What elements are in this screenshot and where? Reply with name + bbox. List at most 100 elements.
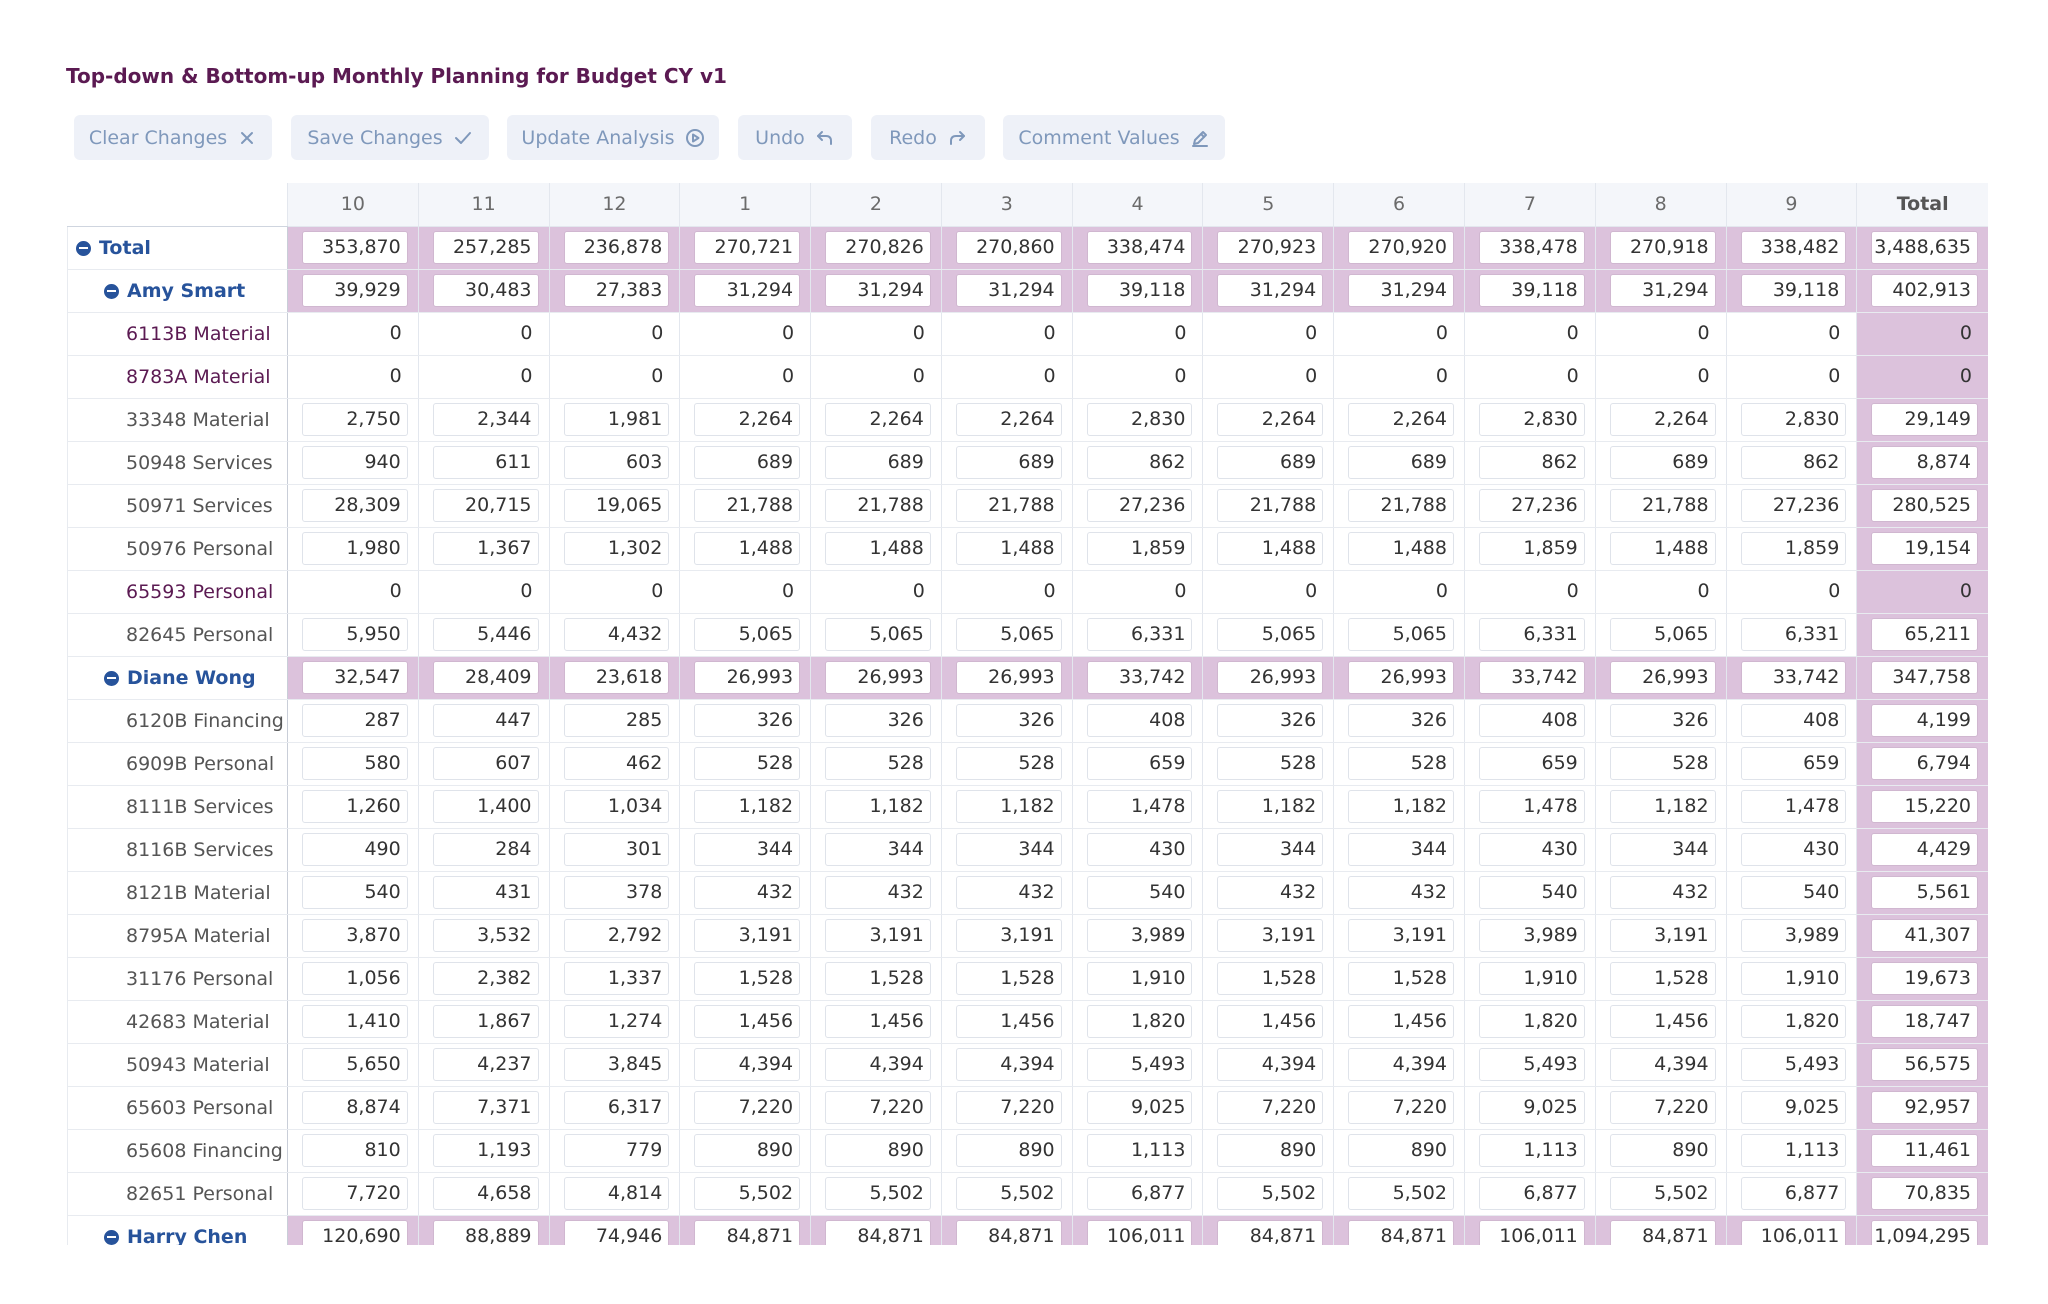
value-cell[interactable]: 7,720 xyxy=(286,1172,419,1216)
redo-button[interactable]: Redo xyxy=(871,115,985,160)
value-cell[interactable]: 26,993 xyxy=(1202,656,1334,700)
column-header[interactable]: 9 xyxy=(1725,183,1857,227)
value-cell[interactable]: 1,182 xyxy=(679,785,811,829)
value-cell[interactable]: 270,860 xyxy=(940,226,1073,270)
clear-changes-button[interactable]: Clear Changes xyxy=(74,115,272,160)
value-cell[interactable]: 7,220 xyxy=(1333,1086,1465,1130)
column-header[interactable]: 2 xyxy=(810,183,942,227)
value-cell[interactable]: 1,034 xyxy=(548,785,680,829)
value-cell[interactable]: 408 xyxy=(1725,699,1857,743)
value-cell[interactable]: 1,820 xyxy=(1463,1000,1596,1044)
total-cell[interactable]: 4,429 xyxy=(1856,828,1988,872)
value-cell[interactable]: 270,721 xyxy=(679,226,811,270)
value-cell[interactable]: 7,220 xyxy=(810,1086,942,1130)
value-cell[interactable]: 0 xyxy=(417,570,550,614)
value-cell[interactable]: 890 xyxy=(679,1129,811,1173)
value-cell[interactable]: 88,889 xyxy=(417,1215,550,1245)
comment-values-button[interactable]: Comment Values xyxy=(1003,115,1225,160)
value-cell[interactable]: 862 xyxy=(1071,441,1203,485)
value-cell[interactable]: 26,993 xyxy=(1333,656,1465,700)
value-cell[interactable]: 0 xyxy=(1333,570,1465,614)
value-cell[interactable]: 30,483 xyxy=(417,269,550,313)
collapse-icon[interactable] xyxy=(104,283,119,299)
value-cell[interactable]: 32,547 xyxy=(286,656,419,700)
value-cell[interactable]: 779 xyxy=(548,1129,680,1173)
value-cell[interactable]: 31,294 xyxy=(1202,269,1334,313)
value-cell[interactable]: 338,482 xyxy=(1725,226,1857,270)
value-cell[interactable]: 1,113 xyxy=(1071,1129,1203,1173)
value-cell[interactable]: 120,690 xyxy=(286,1215,419,1245)
value-cell[interactable]: 285 xyxy=(548,699,680,743)
value-cell[interactable]: 1,056 xyxy=(286,957,419,1001)
value-cell[interactable]: 540 xyxy=(1463,871,1596,915)
value-cell[interactable]: 7,220 xyxy=(1202,1086,1334,1130)
value-cell[interactable]: 659 xyxy=(1071,742,1203,786)
value-cell[interactable]: 528 xyxy=(940,742,1073,786)
value-cell[interactable]: 31,294 xyxy=(679,269,811,313)
value-cell[interactable]: 408 xyxy=(1463,699,1596,743)
value-cell[interactable]: 301 xyxy=(548,828,680,872)
total-cell[interactable]: 18,747 xyxy=(1856,1000,1988,1044)
value-cell[interactable]: 528 xyxy=(1333,742,1465,786)
value-cell[interactable]: 3,191 xyxy=(810,914,942,958)
value-cell[interactable]: 603 xyxy=(548,441,680,485)
value-cell[interactable]: 8,874 xyxy=(286,1086,419,1130)
value-cell[interactable]: 432 xyxy=(1202,871,1334,915)
value-cell[interactable]: 1,182 xyxy=(1594,785,1727,829)
value-cell[interactable]: 2,264 xyxy=(1333,398,1465,442)
value-cell[interactable]: 21,788 xyxy=(940,484,1073,528)
column-header[interactable]: 12 xyxy=(548,183,680,227)
value-cell[interactable]: 1,182 xyxy=(940,785,1073,829)
value-cell[interactable]: 430 xyxy=(1725,828,1857,872)
value-cell[interactable]: 1,337 xyxy=(548,957,680,1001)
total-cell[interactable]: 8,874 xyxy=(1856,441,1988,485)
total-cell[interactable]: 402,913 xyxy=(1856,269,1988,313)
total-cell[interactable]: 19,154 xyxy=(1856,527,1988,571)
value-cell[interactable]: 5,650 xyxy=(286,1043,419,1087)
value-cell[interactable]: 1,410 xyxy=(286,1000,419,1044)
value-cell[interactable]: 528 xyxy=(810,742,942,786)
value-cell[interactable]: 0 xyxy=(1725,312,1857,356)
value-cell[interactable]: 432 xyxy=(1333,871,1465,915)
value-cell[interactable]: 106,011 xyxy=(1463,1215,1596,1245)
value-cell[interactable]: 5,446 xyxy=(417,613,550,657)
value-cell[interactable]: 4,237 xyxy=(417,1043,550,1087)
total-cell[interactable]: 1,094,295 xyxy=(1856,1215,1988,1245)
value-cell[interactable]: 1,820 xyxy=(1725,1000,1857,1044)
value-cell[interactable]: 5,502 xyxy=(679,1172,811,1216)
value-cell[interactable]: 1,980 xyxy=(286,527,419,571)
value-cell[interactable]: 3,870 xyxy=(286,914,419,958)
value-cell[interactable]: 2,264 xyxy=(810,398,942,442)
value-cell[interactable]: 432 xyxy=(679,871,811,915)
value-cell[interactable]: 528 xyxy=(1202,742,1334,786)
value-cell[interactable]: 31,294 xyxy=(1333,269,1465,313)
value-cell[interactable]: 21,788 xyxy=(1333,484,1465,528)
value-cell[interactable]: 431 xyxy=(417,871,550,915)
value-cell[interactable]: 84,871 xyxy=(1202,1215,1334,1245)
value-cell[interactable]: 270,918 xyxy=(1594,226,1727,270)
value-cell[interactable]: 3,989 xyxy=(1463,914,1596,958)
save-changes-button[interactable]: Save Changes xyxy=(291,115,489,160)
value-cell[interactable]: 84,871 xyxy=(1333,1215,1465,1245)
value-cell[interactable]: 1,478 xyxy=(1725,785,1857,829)
value-cell[interactable]: 27,236 xyxy=(1463,484,1596,528)
value-cell[interactable]: 2,830 xyxy=(1725,398,1857,442)
value-cell[interactable]: 0 xyxy=(940,312,1073,356)
value-cell[interactable]: 26,993 xyxy=(1594,656,1727,700)
column-header[interactable]: 4 xyxy=(1071,183,1203,227)
value-cell[interactable]: 1,488 xyxy=(940,527,1073,571)
value-cell[interactable]: 3,989 xyxy=(1725,914,1857,958)
value-cell[interactable]: 5,502 xyxy=(1202,1172,1334,1216)
value-cell[interactable]: 0 xyxy=(1725,355,1857,399)
value-cell[interactable]: 862 xyxy=(1463,441,1596,485)
value-cell[interactable]: 1,910 xyxy=(1725,957,1857,1001)
value-cell[interactable]: 580 xyxy=(286,742,419,786)
value-cell[interactable]: 338,474 xyxy=(1071,226,1203,270)
value-cell[interactable]: 5,065 xyxy=(1333,613,1465,657)
value-cell[interactable]: 0 xyxy=(286,355,419,399)
total-cell[interactable]: 0 xyxy=(1856,355,1988,399)
value-cell[interactable]: 326 xyxy=(940,699,1073,743)
value-cell[interactable]: 659 xyxy=(1725,742,1857,786)
value-cell[interactable]: 432 xyxy=(1594,871,1727,915)
value-cell[interactable]: 4,394 xyxy=(810,1043,942,1087)
